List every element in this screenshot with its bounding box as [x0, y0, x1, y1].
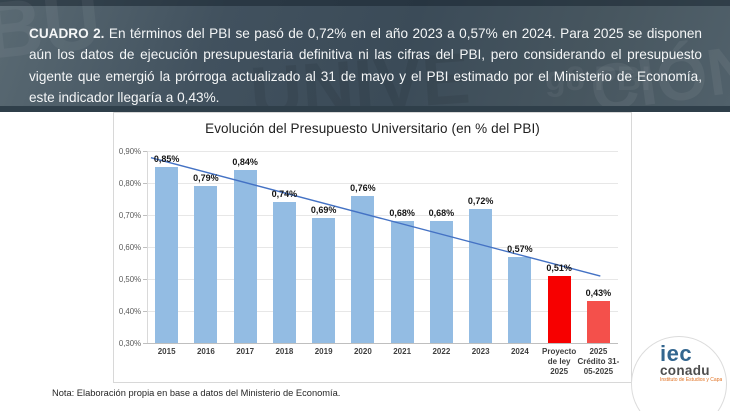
caption-lead: CUADRO 2.	[29, 25, 105, 41]
chart-title: Evolución del Presupuesto Universitario …	[205, 121, 540, 136]
y-axis-tick	[143, 279, 147, 280]
bar-2025	[586, 301, 610, 343]
bar-2016	[194, 186, 218, 343]
logo-tagline: Instituto de Estudios y Capacitación	[660, 377, 722, 383]
x-axis-line	[147, 343, 618, 344]
x-axis-label: 2015	[157, 347, 176, 356]
footnote: Nota: Elaboración propia en base a datos…	[52, 388, 341, 398]
bar-value-label: 0,79%	[193, 173, 219, 184]
bar-value-label: 0,85%	[153, 154, 180, 164]
y-axis-label: 0,40%	[118, 306, 141, 316]
bar-2023	[469, 208, 493, 343]
bar-2018	[272, 202, 296, 343]
iec-conadu-logo: iec conadu Instituto de Estudios y Capac…	[660, 341, 724, 384]
bar-value-label: 0,69%	[310, 205, 337, 216]
bar-value-label: 0,84%	[232, 157, 258, 168]
x-axis-label: 2021	[393, 347, 412, 356]
y-axis-tick	[143, 311, 147, 312]
bar-Proyecto	[547, 275, 571, 343]
bar-2020	[351, 195, 375, 343]
x-axis-label: 2022	[432, 347, 451, 356]
x-axis-label: 2018	[275, 347, 294, 356]
x-axis-label: 2025 Crédito 31- 05-2025	[577, 347, 620, 376]
y-axis-label: 0,60%	[118, 242, 141, 252]
y-axis-label: 0,90%	[118, 146, 141, 156]
bar-2024	[508, 256, 532, 343]
y-axis-line	[147, 151, 148, 343]
gridline	[147, 279, 618, 280]
x-axis-label: 2023	[471, 347, 490, 356]
caption-paragraph: CUADRO 2. En términos del PBI se pasó de…	[29, 23, 702, 106]
gridline	[147, 151, 618, 152]
gridline	[147, 247, 618, 248]
bar-2017	[233, 170, 257, 343]
y-axis-label: 0,30%	[118, 338, 141, 348]
x-axis-label: 2020	[353, 347, 372, 356]
bar-value-label: 0,68%	[428, 208, 455, 219]
chart-panel: Evolución del Presupuesto Universitario …	[113, 112, 632, 383]
y-axis-label: 0,70%	[118, 210, 141, 220]
x-axis-label: 2019	[314, 347, 333, 356]
bar-value-label: 0,51%	[546, 262, 572, 273]
y-axis-tick	[143, 247, 147, 248]
y-axis-tick	[143, 343, 147, 344]
caption-body: En términos del PBI se pasó de 0,72% en …	[29, 25, 702, 106]
bar-2015	[155, 167, 179, 343]
bar-value-label: 0,57%	[507, 243, 533, 254]
header-banner: BU UNIVE CIÓN g8 PBI CUADRO 2. En términ…	[0, 0, 730, 112]
y-axis-tick	[143, 183, 147, 184]
bar-value-label: 0,72%	[467, 195, 494, 206]
bar-2022	[429, 221, 453, 343]
y-axis-label: 0,50%	[118, 274, 141, 284]
logo-iec-text: iec	[660, 341, 693, 366]
bar-2021	[390, 221, 414, 343]
y-axis-label: 0,80%	[118, 178, 141, 188]
bar-value-label: 0,74%	[271, 189, 298, 200]
x-axis-label: 2016	[196, 347, 215, 356]
bar-2019	[312, 218, 336, 343]
gridline	[147, 311, 618, 312]
bar-value-label: 0,68%	[389, 208, 415, 219]
y-axis-tick	[143, 215, 147, 216]
x-axis-label: 2017	[236, 347, 255, 356]
logo-conadu-text: conadu	[660, 363, 710, 378]
x-axis-label: Proyecto de ley 2025	[542, 347, 577, 376]
bar-value-label: 0,43%	[585, 288, 612, 299]
bar-value-label: 0,76%	[350, 182, 376, 193]
x-axis-label: 2024	[510, 347, 529, 356]
y-axis-tick	[143, 151, 147, 152]
